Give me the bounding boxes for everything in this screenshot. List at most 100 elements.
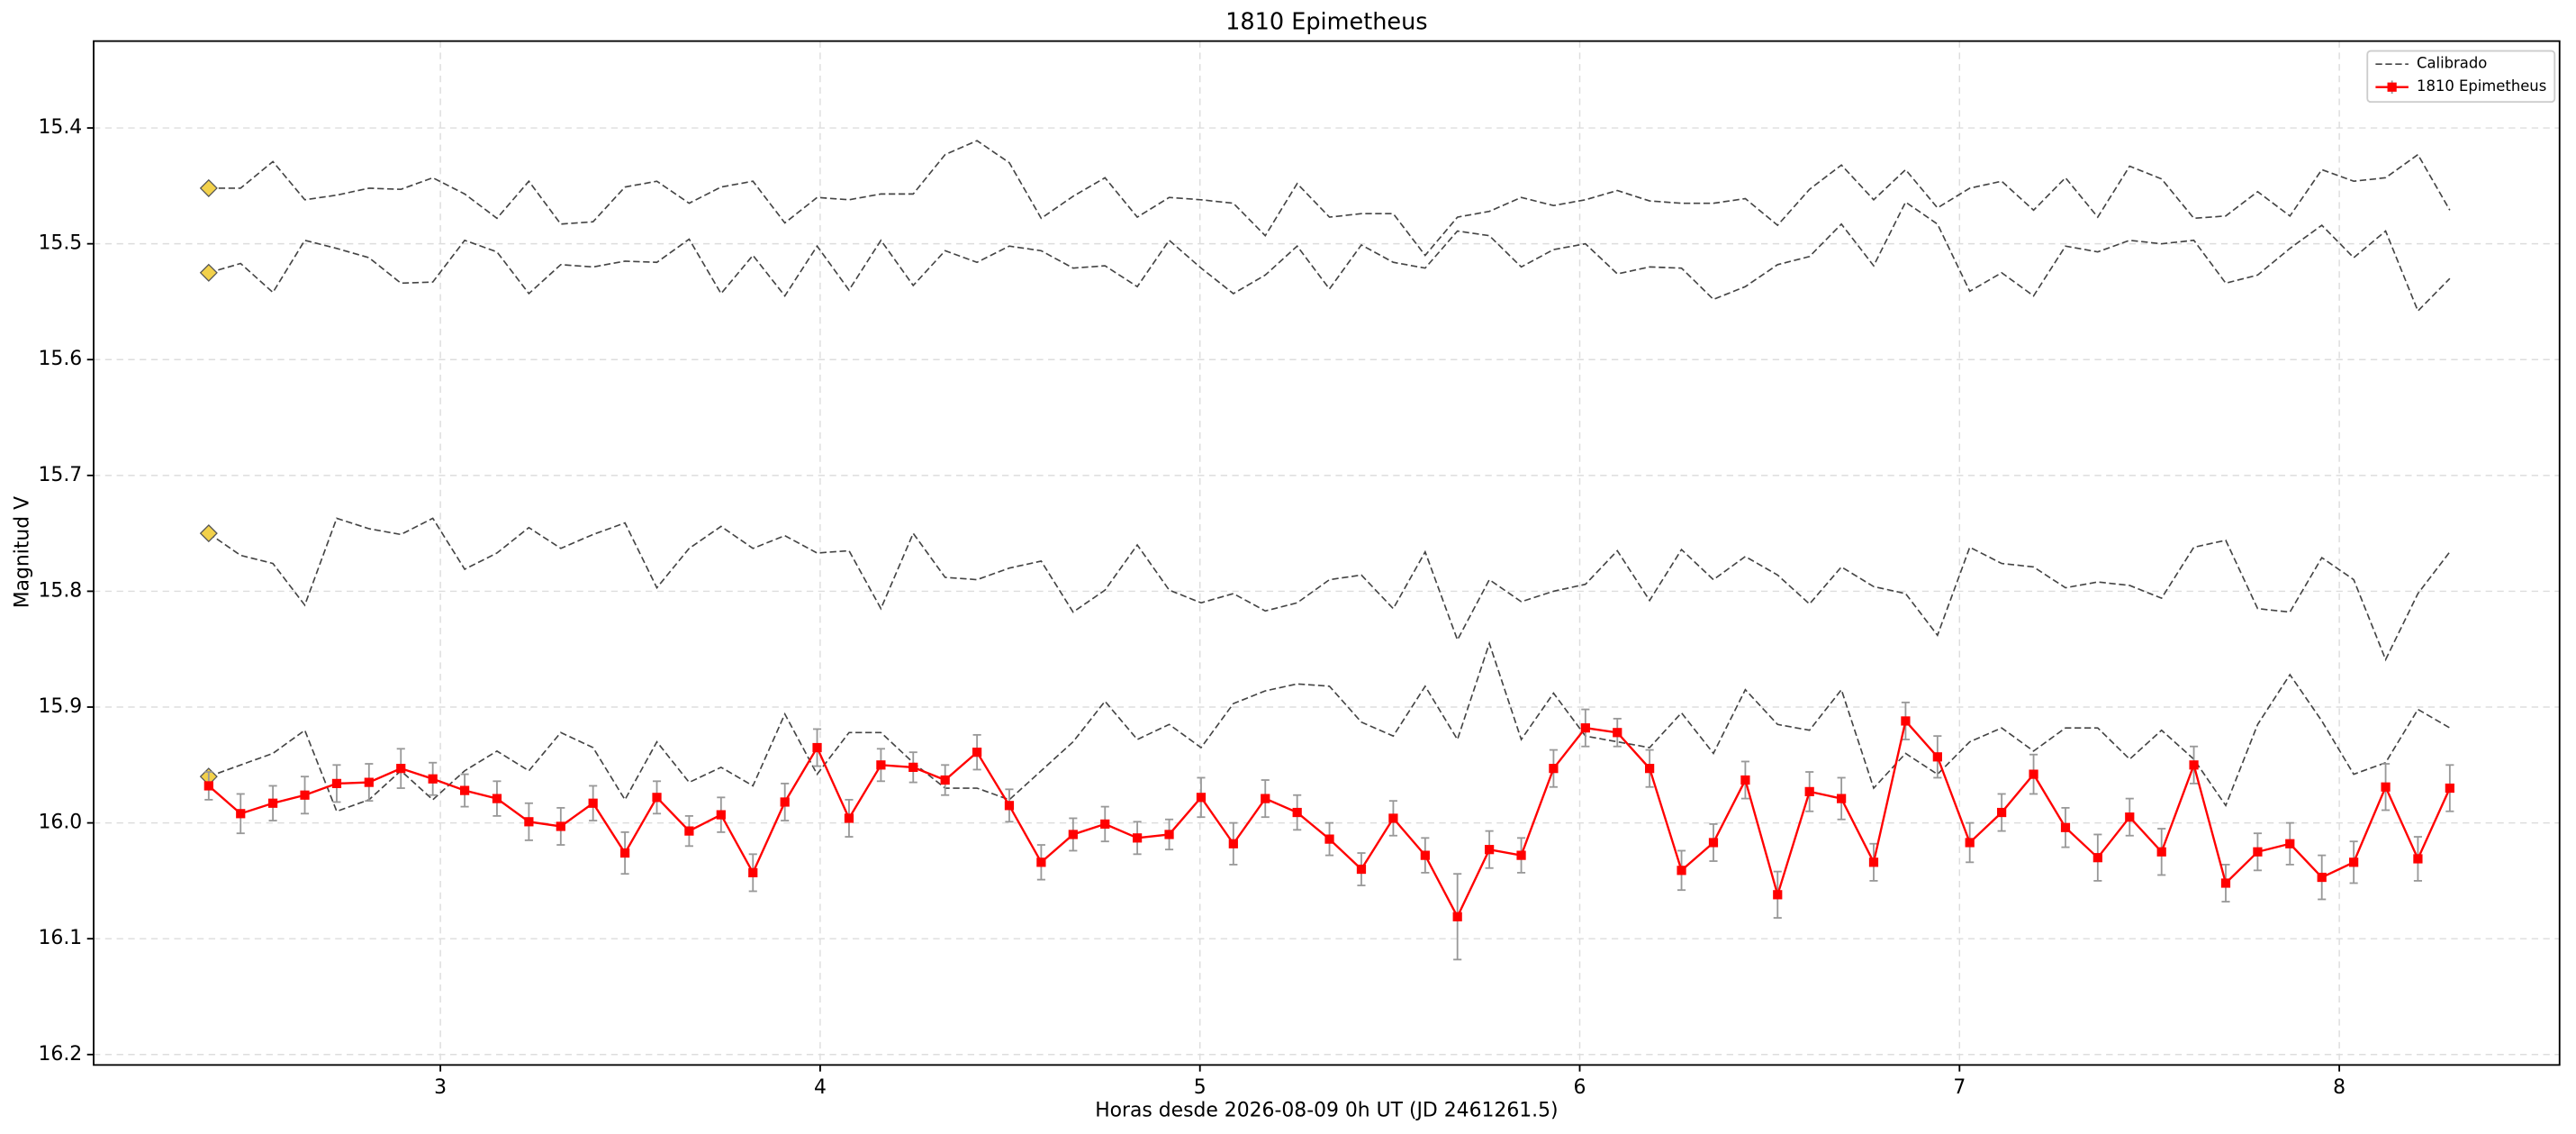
point xyxy=(331,778,342,788)
reference-line xyxy=(208,640,2451,812)
point xyxy=(2253,847,2263,857)
x-tick-label: 3 xyxy=(434,1076,447,1099)
point xyxy=(2060,822,2071,832)
point xyxy=(619,848,630,858)
point xyxy=(428,774,438,784)
point xyxy=(1196,793,1207,803)
point xyxy=(556,821,565,831)
axes: 3 4 5 6 7 8 15.4 15.5 15.6 15.7 15.8 15.9 16.0 16.1 16… xyxy=(39,116,2346,1099)
legend-box xyxy=(2366,50,2556,104)
point xyxy=(267,798,278,808)
y-tick-label: 15.8 xyxy=(39,579,83,602)
point xyxy=(1004,801,1015,811)
point xyxy=(2125,812,2135,822)
point xyxy=(748,867,758,878)
point xyxy=(2220,878,2231,888)
point xyxy=(1292,807,1302,818)
point xyxy=(1420,850,1430,860)
point xyxy=(492,794,502,803)
point xyxy=(1228,839,1238,848)
point xyxy=(2285,839,2295,848)
point xyxy=(2029,769,2038,779)
point xyxy=(2189,760,2199,770)
reference-start-marker xyxy=(199,263,218,282)
point xyxy=(652,793,662,803)
point xyxy=(364,777,374,787)
point xyxy=(1388,813,1398,823)
plot xyxy=(199,140,2454,961)
y-axis-label: Magnitud V xyxy=(12,496,34,608)
point xyxy=(844,813,854,823)
y-tick-label: 16.1 xyxy=(39,927,83,949)
point xyxy=(1868,857,1879,867)
y-tick-label: 15.5 xyxy=(39,232,83,255)
legend-swatch xyxy=(2387,82,2397,92)
point xyxy=(1804,786,1814,796)
point xyxy=(1773,890,1783,900)
point xyxy=(876,760,886,770)
point xyxy=(1965,838,1975,848)
x-axis-label: Horas desde 2026-08-09 0h UT (JD 2461261… xyxy=(1095,1099,1558,1121)
x-tick-label: 7 xyxy=(1953,1076,1966,1099)
reference-line xyxy=(208,201,2451,313)
reference-start-marker xyxy=(199,178,218,197)
point xyxy=(236,809,246,819)
point xyxy=(1677,866,1686,875)
point xyxy=(2317,872,2327,883)
point xyxy=(1068,830,1078,839)
point xyxy=(2349,857,2359,867)
reference-line xyxy=(208,517,2451,662)
y-tick-label: 15.9 xyxy=(39,695,83,718)
point xyxy=(1997,807,2007,818)
point xyxy=(972,748,982,758)
point xyxy=(459,785,470,795)
point xyxy=(1580,723,1590,733)
point xyxy=(2445,783,2454,794)
point xyxy=(588,798,598,808)
point xyxy=(1708,838,1719,848)
point xyxy=(1100,819,1110,830)
point xyxy=(1837,794,1847,803)
point xyxy=(1036,857,1046,867)
plot-frame xyxy=(93,40,2561,1066)
y-tick-label: 15.6 xyxy=(39,348,83,370)
point xyxy=(1549,764,1559,774)
point xyxy=(1452,912,1462,921)
point xyxy=(524,817,534,827)
point xyxy=(1932,752,1942,762)
reference-line xyxy=(208,140,2451,257)
legend: Calibrado 1810 Epimetheus xyxy=(2366,50,2556,104)
x-tick-label: 4 xyxy=(814,1076,827,1099)
point xyxy=(908,762,918,772)
x-tick-label: 8 xyxy=(2333,1076,2346,1099)
point xyxy=(1356,864,1367,875)
point xyxy=(940,775,950,785)
point xyxy=(1516,850,1526,860)
x-tick-label: 6 xyxy=(1574,1076,1586,1099)
point xyxy=(1645,764,1655,774)
point xyxy=(1164,830,1174,839)
point xyxy=(2381,782,2391,792)
y-tick-label: 16.0 xyxy=(39,812,83,834)
point xyxy=(2413,854,2423,864)
point xyxy=(1901,716,1911,726)
point xyxy=(2092,853,2102,863)
legend-label: Calibrado xyxy=(2417,55,2487,72)
y-tick-label: 16.2 xyxy=(39,1043,83,1066)
point xyxy=(684,826,694,836)
point xyxy=(203,781,213,791)
chart-title: 1810 Epimetheus xyxy=(1225,9,1427,36)
x-tick-label: 5 xyxy=(1194,1076,1207,1099)
point xyxy=(2156,847,2166,857)
point xyxy=(396,764,406,774)
legend-label: 1810 Epimetheus xyxy=(2417,77,2546,95)
point xyxy=(300,790,310,800)
y-tick-label: 15.4 xyxy=(39,116,83,139)
point xyxy=(1613,728,1622,738)
point xyxy=(1485,845,1495,855)
y-tick-label: 15.7 xyxy=(39,464,83,486)
point xyxy=(1324,834,1334,844)
